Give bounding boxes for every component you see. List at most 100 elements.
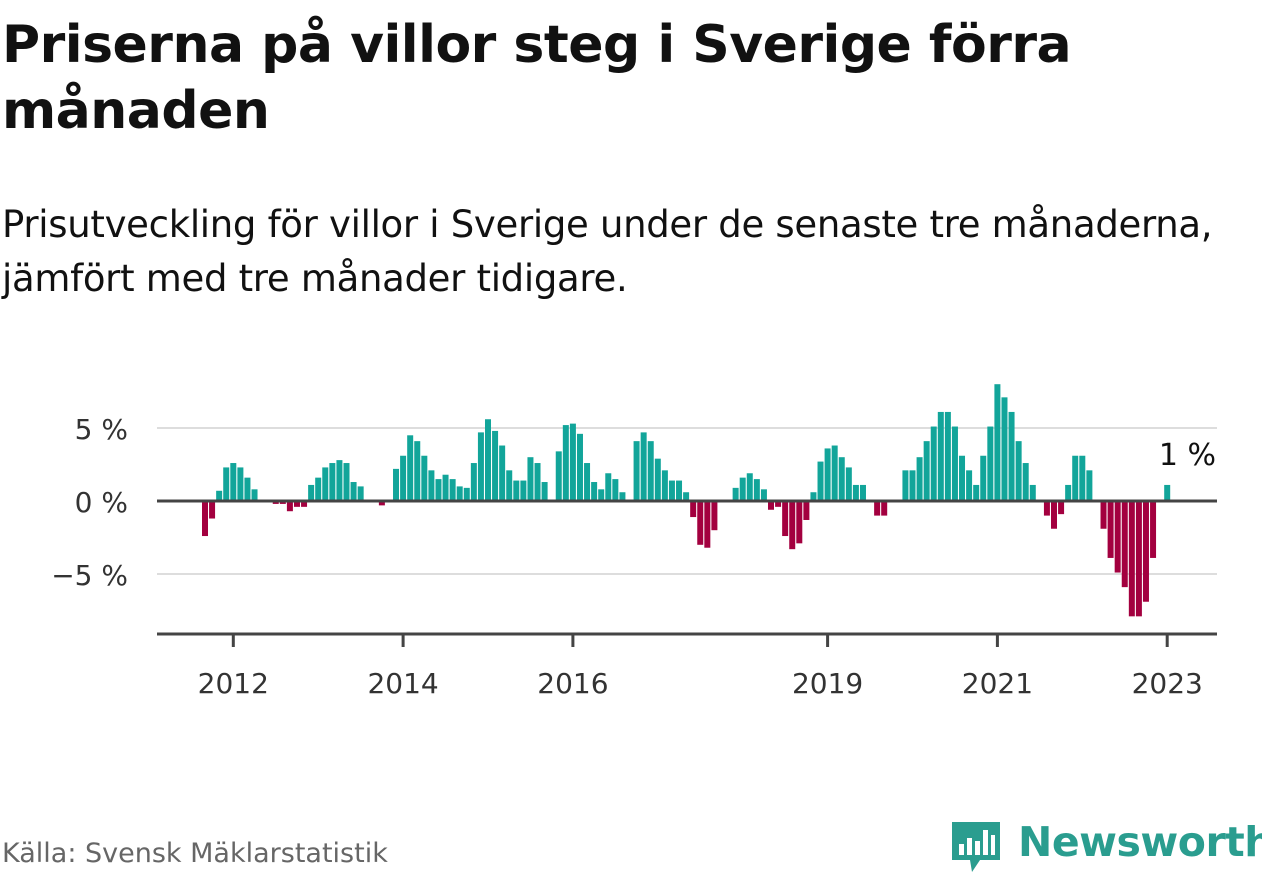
- bar: [803, 501, 810, 520]
- bar: [421, 455, 428, 501]
- bar: [782, 501, 789, 537]
- bar: [1086, 470, 1093, 501]
- bar: [329, 463, 336, 501]
- bar: [598, 489, 605, 501]
- bar: [485, 419, 491, 501]
- bar: [760, 489, 767, 501]
- bar: [881, 501, 888, 516]
- x-tick-label: 2019: [792, 667, 863, 700]
- bar: [1043, 501, 1050, 516]
- y-tick-label: 5 %: [75, 413, 128, 446]
- bar: [513, 480, 520, 501]
- bar: [336, 460, 343, 501]
- bar: [301, 501, 308, 507]
- bar: [980, 455, 987, 501]
- bar: [676, 480, 683, 501]
- bar: [1058, 501, 1065, 515]
- bar: [400, 455, 407, 501]
- bar: [959, 455, 966, 501]
- brand: Newsworthy: [950, 816, 1262, 876]
- bar: [407, 435, 414, 501]
- bar: [244, 477, 251, 501]
- bar: [1142, 501, 1149, 602]
- bar: [739, 477, 746, 501]
- bar: [775, 501, 782, 507]
- bar: [527, 457, 534, 501]
- bar: [576, 433, 583, 501]
- bar: [647, 441, 654, 501]
- bar: [1107, 501, 1114, 558]
- bar: [315, 477, 322, 501]
- bar: [428, 470, 435, 501]
- bar: [1079, 455, 1086, 501]
- bar: [520, 480, 527, 501]
- bar: [251, 489, 258, 501]
- bar: [470, 463, 477, 501]
- bar: [223, 467, 230, 501]
- bar: [690, 501, 697, 518]
- labels: 5 % 0 % −5 % 2012 2014 2016 2019 2021 2023 1 %: [51, 413, 1216, 700]
- bar: [442, 474, 449, 501]
- bar: [209, 501, 216, 519]
- bar: [612, 479, 619, 501]
- bar: [810, 492, 817, 501]
- bar: [322, 467, 329, 501]
- bar: [1029, 484, 1036, 501]
- bar: [838, 457, 845, 501]
- bar: [506, 470, 513, 501]
- bar: [973, 484, 980, 501]
- bar: [456, 486, 463, 501]
- bar: [435, 479, 442, 501]
- bar: [584, 463, 591, 501]
- gridlines: [157, 427, 1217, 575]
- bar: [640, 432, 647, 501]
- bar: [697, 501, 704, 545]
- bar: [357, 486, 364, 501]
- bar: [874, 501, 881, 516]
- bar: [534, 463, 541, 501]
- bar: [994, 384, 1001, 501]
- y-tick-label: 0 %: [75, 486, 128, 519]
- bar: [343, 463, 350, 501]
- bar: [668, 480, 675, 501]
- bar: [746, 473, 753, 501]
- bar: [308, 484, 315, 501]
- bar-chart: 5 % 0 % −5 % 2012 2014 2016 2019 2021 2023 1 %: [51, 384, 1217, 700]
- bar: [1150, 501, 1157, 558]
- bar: [661, 470, 668, 501]
- bar: [923, 441, 930, 501]
- bar: [1135, 501, 1142, 617]
- bar: [1001, 397, 1008, 501]
- bar: [951, 426, 958, 501]
- bar: [909, 470, 916, 501]
- bar: [1065, 484, 1072, 501]
- bar: [937, 411, 944, 501]
- bar: [1015, 441, 1022, 501]
- bar: [393, 468, 400, 501]
- bar: [286, 501, 293, 512]
- bar: [902, 470, 909, 501]
- bar: [1114, 501, 1121, 573]
- bar: [845, 467, 852, 501]
- bar: [1008, 411, 1015, 501]
- bar: [555, 451, 562, 501]
- bar: [1164, 484, 1171, 501]
- bar: [1128, 501, 1135, 617]
- chart-title: Priserna på villor steg i Sverige förra …: [2, 15, 1072, 141]
- bar: [619, 492, 626, 501]
- bar: [824, 448, 831, 501]
- bar: [1051, 501, 1057, 529]
- bar: [477, 432, 484, 501]
- bar: [753, 479, 760, 501]
- bar: [796, 501, 803, 544]
- bar: [605, 473, 612, 501]
- bar: [1072, 455, 1079, 501]
- last-value-label: 1 %: [1159, 438, 1216, 473]
- bars: [202, 384, 1171, 617]
- bar: [230, 463, 237, 501]
- bar: [378, 501, 385, 506]
- brand-name: Newsworthy: [1018, 818, 1262, 866]
- bar: [591, 482, 598, 501]
- bar: [704, 501, 711, 548]
- x-tick-label: 2023: [1132, 667, 1203, 700]
